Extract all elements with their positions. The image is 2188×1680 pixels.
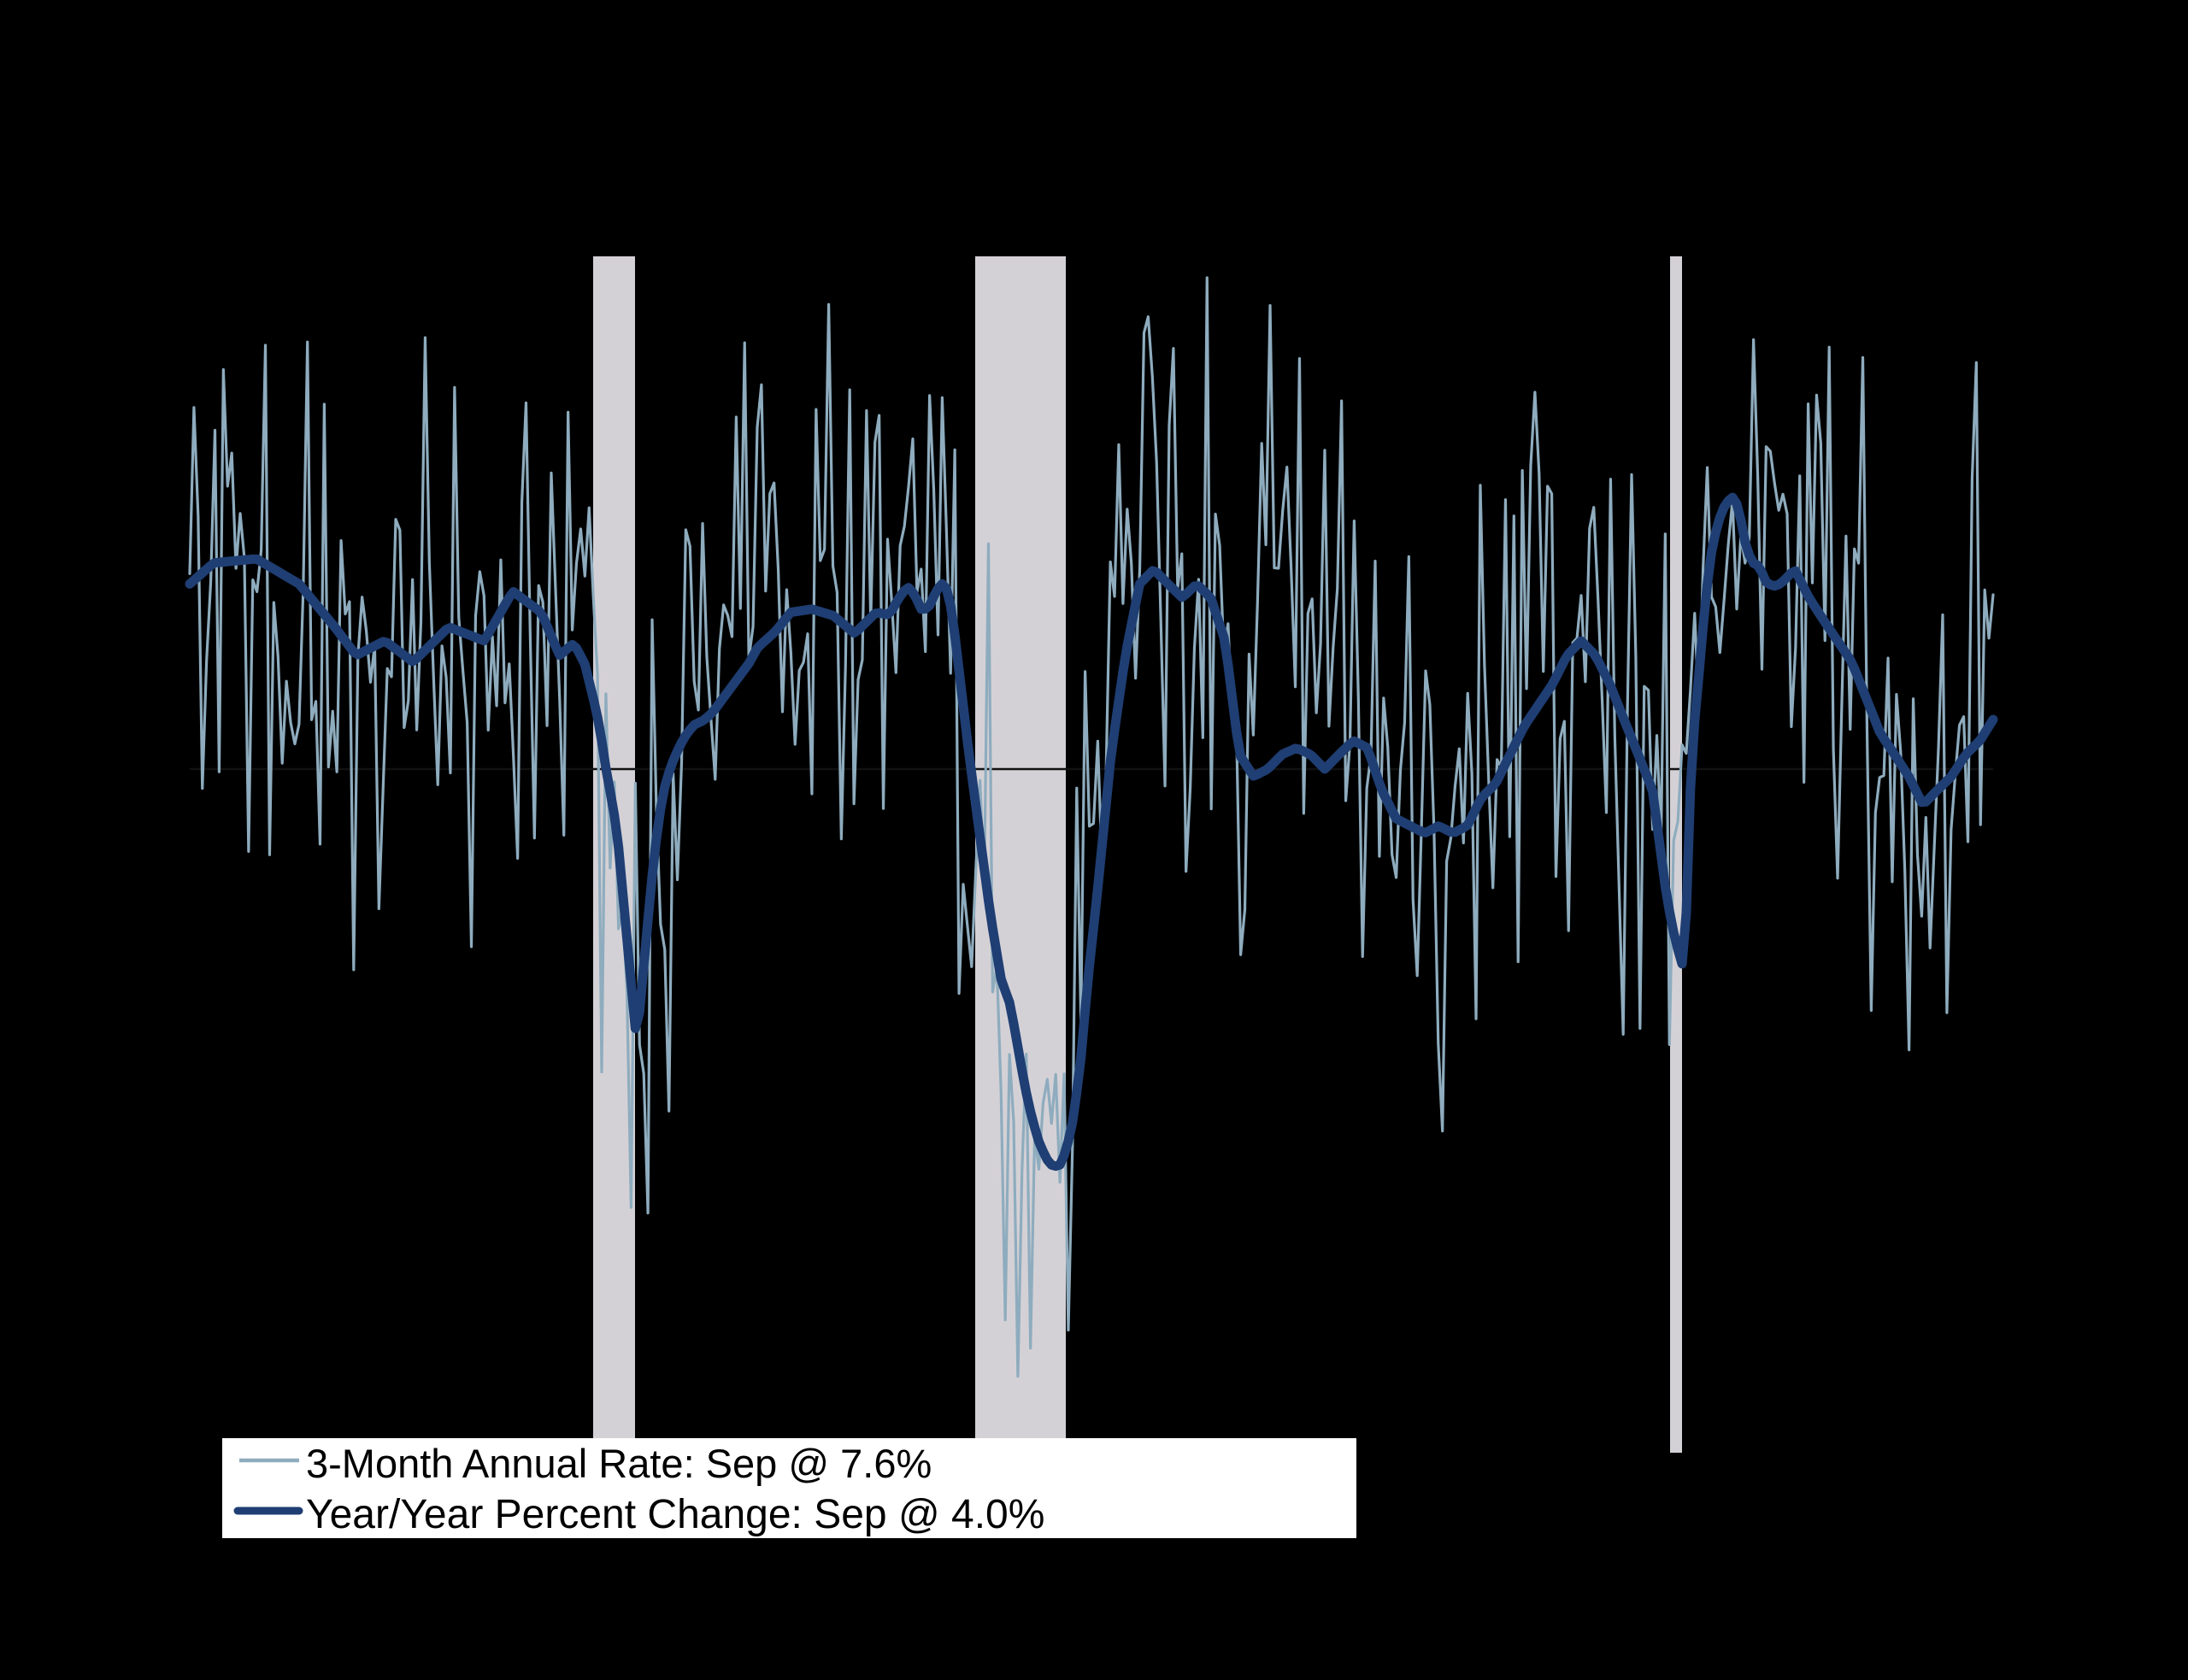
svg-text:Year/Year Percent Change: Sep: Year/Year Percent Change: Sep @ 4.0% (306, 1492, 1044, 1537)
svg-text:3-Month Annual Rate: Sep @ 7.6: 3-Month Annual Rate: Sep @ 7.6% (306, 1441, 932, 1486)
